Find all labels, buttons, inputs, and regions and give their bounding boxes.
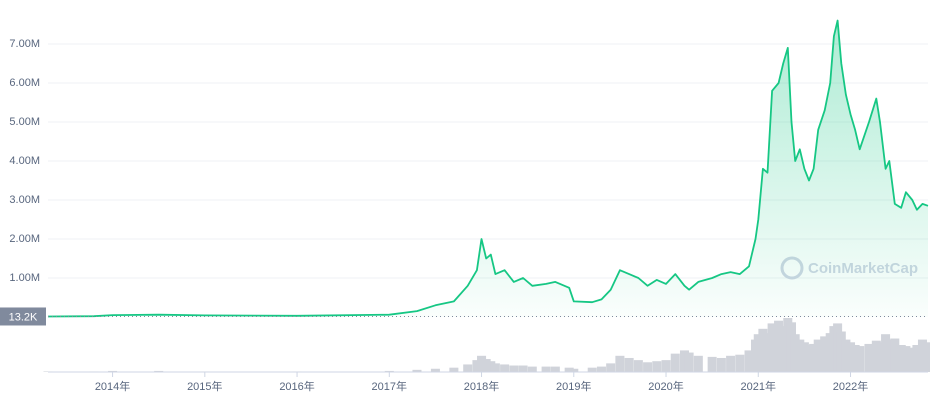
volume-bar	[154, 370, 164, 372]
x-tick-label: 2014年	[95, 379, 130, 393]
volume-bar	[758, 328, 768, 372]
volume-bar	[684, 352, 694, 372]
x-tick-label: 2017年	[372, 379, 407, 393]
y-tick-label: 2.00M	[9, 233, 40, 245]
y-tick-label: 3.00M	[9, 194, 40, 206]
volume-bar	[820, 336, 830, 372]
reference-label: 13.2K	[9, 311, 38, 323]
volume-bar	[518, 365, 528, 372]
volume-bar	[846, 342, 856, 372]
volume-bar	[633, 360, 643, 372]
volume-bar	[412, 369, 422, 372]
volume-bar	[624, 357, 634, 372]
volume-bar	[564, 367, 574, 372]
volume-bar	[864, 343, 874, 372]
volume-bar	[679, 350, 689, 372]
volume-bar	[767, 323, 777, 372]
volume-bar	[912, 345, 922, 372]
volume-bar	[799, 342, 809, 372]
volume-bar	[652, 361, 662, 372]
volume-bar	[670, 353, 680, 372]
volume-bar	[917, 339, 927, 372]
x-tick-label: 2019年	[556, 379, 591, 393]
volume-bar	[735, 354, 745, 372]
volume-bar	[527, 366, 537, 372]
volume-bar	[587, 367, 597, 372]
volume-bar	[108, 370, 118, 372]
volume-bar	[836, 331, 846, 372]
volume-bar	[841, 339, 851, 372]
volume-bar	[596, 366, 606, 372]
volume-bar	[890, 338, 900, 372]
x-tick-label: 2022年	[833, 379, 868, 393]
x-tick-label: 2020年	[648, 379, 683, 393]
volume-bar	[774, 320, 784, 372]
volume-bar	[762, 333, 773, 372]
volume-bar	[481, 359, 491, 372]
volume-bar	[795, 339, 805, 372]
y-tick-label: 1.00M	[9, 272, 40, 284]
reference-label-box	[0, 307, 46, 326]
volume-bar	[693, 355, 703, 372]
volume-bar	[907, 347, 917, 372]
volume-bar	[790, 334, 800, 372]
volume-bar	[541, 366, 551, 372]
volume-bar	[449, 367, 459, 372]
volume-bar	[569, 368, 579, 372]
volume-bar	[778, 326, 788, 372]
volume-bar	[430, 368, 440, 372]
volume-bar	[804, 345, 814, 372]
volume-bar	[550, 366, 560, 372]
volume-bar	[606, 363, 616, 372]
y-tick-label: 6.00M	[9, 77, 40, 89]
line	[47, 19, 929, 318]
volume-bar	[716, 357, 726, 372]
x-tick-label: 2018年	[464, 379, 499, 393]
volume-bar	[509, 365, 519, 372]
volume-bar	[615, 355, 625, 372]
volume-bar	[813, 339, 823, 372]
x-tick-label: 2015年	[187, 379, 222, 393]
volume-bar	[923, 342, 930, 372]
volume-bar	[896, 345, 906, 372]
volume-bar	[661, 360, 671, 372]
volume-bar	[744, 350, 754, 372]
volume-bar	[726, 355, 736, 372]
volume-bar	[643, 362, 653, 372]
volume-bar	[809, 343, 819, 372]
volume-bar	[463, 364, 473, 372]
y-tick-label: 5.00M	[9, 116, 40, 128]
volume-bar	[855, 346, 865, 372]
volume-bar	[753, 334, 763, 372]
volume-bar	[472, 360, 482, 372]
x-tick-label: 2021年	[741, 379, 776, 393]
volume-bar	[707, 356, 717, 372]
volume-bar	[500, 364, 510, 372]
y-tick-label: 7.00M	[9, 38, 40, 50]
volume-bar	[486, 361, 496, 372]
volume-bar	[477, 355, 487, 372]
y-tick-label: 4.00M	[9, 155, 40, 167]
x-tick-label: 2016年	[279, 379, 314, 393]
volume-bar	[490, 363, 500, 372]
area	[48, 20, 928, 317]
volume-bar	[901, 346, 911, 372]
volume-bar	[884, 339, 894, 372]
volume-bar	[384, 370, 394, 372]
volume-bar	[850, 345, 860, 372]
volume-bar	[875, 342, 885, 372]
